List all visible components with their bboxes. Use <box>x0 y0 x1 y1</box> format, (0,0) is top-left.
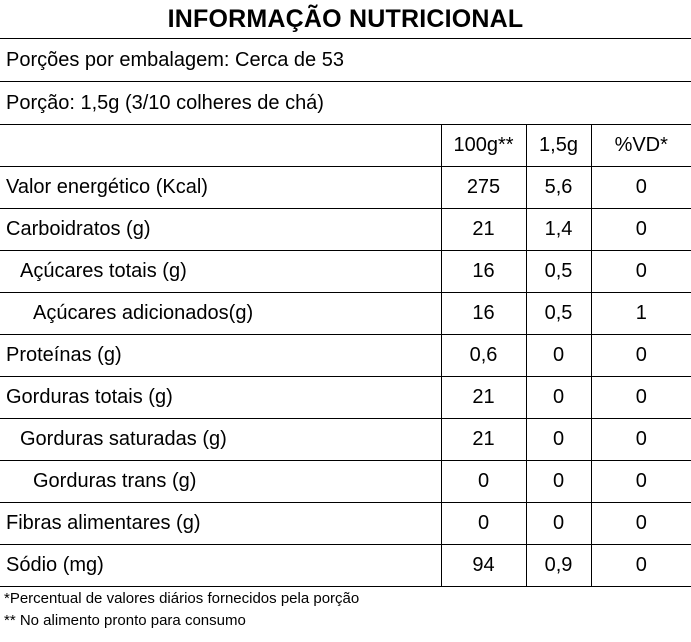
value-daily-percent: 0 <box>590 502 691 545</box>
value-daily-percent: 0 <box>590 334 691 377</box>
value-per-100g: 275 <box>440 166 526 209</box>
nutrient-label: Gorduras trans (g) <box>0 460 441 503</box>
table-row: Gorduras totais (g) 21 0 0 <box>0 376 691 419</box>
value-per-100g: 0,6 <box>440 334 526 377</box>
nutrient-label: Carboidratos (g) <box>0 208 441 251</box>
table-row: Fibras alimentares (g) 0 0 0 <box>0 502 691 545</box>
table-row: Carboidratos (g) 21 1,4 0 <box>0 208 691 251</box>
header-per-100g: 100g** <box>440 125 526 167</box>
value-per-serving: 1,4 <box>525 208 591 251</box>
value-daily-percent: 0 <box>590 250 691 293</box>
value-per-100g: 0 <box>440 502 526 545</box>
nutrient-label: Gorduras saturadas (g) <box>0 418 441 461</box>
value-per-100g: 16 <box>440 292 526 335</box>
value-per-serving: 0 <box>525 502 591 545</box>
value-daily-percent: 0 <box>590 208 691 251</box>
footnote-ready-to-eat: ** No alimento pronto para consumo <box>4 612 246 629</box>
table-row: Açúcares totais (g) 16 0,5 0 <box>0 250 691 293</box>
value-daily-percent: 0 <box>590 460 691 503</box>
footnote-daily-value: *Percentual de valores diários fornecido… <box>4 590 360 607</box>
table-row: Açúcares adicionados(g) 16 0,5 1 <box>0 292 691 335</box>
value-per-100g: 21 <box>440 376 526 419</box>
panel-title: INFORMAÇÃO NUTRICIONAL <box>0 0 691 39</box>
table-row: Gorduras trans (g) 0 0 0 <box>0 460 691 503</box>
value-per-serving: 0,5 <box>525 292 591 335</box>
value-per-serving: 0,9 <box>525 544 591 587</box>
value-per-serving: 0 <box>525 334 591 377</box>
value-per-100g: 21 <box>440 418 526 461</box>
value-daily-percent: 0 <box>590 418 691 461</box>
nutrient-label: Fibras alimentares (g) <box>0 502 441 545</box>
table-row: Valor energético (Kcal) 275 5,6 0 <box>0 166 691 209</box>
value-daily-percent: 0 <box>590 376 691 419</box>
nutrient-label: Proteínas (g) <box>0 334 441 377</box>
value-per-serving: 5,6 <box>525 166 591 209</box>
nutrient-label: Gorduras totais (g) <box>0 376 441 419</box>
table-row: Sódio (mg) 94 0,9 0 <box>0 544 691 587</box>
value-per-serving: 0,5 <box>525 250 591 293</box>
table-header-row: 100g** 1,5g %VD* <box>0 125 691 167</box>
value-daily-percent: 1 <box>590 292 691 335</box>
value-per-100g: 94 <box>440 544 526 587</box>
nutrient-label: Açúcares adicionados(g) <box>0 292 441 335</box>
serving-size: Porção: 1,5g (3/10 colheres de chá) <box>0 82 691 125</box>
header-per-serving: 1,5g <box>525 125 591 167</box>
value-per-100g: 16 <box>440 250 526 293</box>
nutrition-table: 100g** 1,5g %VD* Valor energético (Kcal)… <box>0 125 691 587</box>
nutrient-label: Valor energético (Kcal) <box>0 166 441 209</box>
value-daily-percent: 0 <box>590 166 691 209</box>
table-row: Proteínas (g) 0,6 0 0 <box>0 334 691 377</box>
value-daily-percent: 0 <box>590 544 691 587</box>
nutrient-label: Sódio (mg) <box>0 544 441 587</box>
footnotes: *Percentual de valores diários fornecido… <box>0 587 691 632</box>
servings-per-package: Porções por embalagem: Cerca de 53 <box>0 39 691 82</box>
nutrient-label: Açúcares totais (g) <box>0 250 441 293</box>
table-row: Gorduras saturadas (g) 21 0 0 <box>0 418 691 461</box>
value-per-serving: 0 <box>525 460 591 503</box>
value-per-serving: 0 <box>525 418 591 461</box>
header-daily-value: %VD* <box>590 125 691 167</box>
header-empty-cell <box>0 125 441 167</box>
value-per-100g: 0 <box>440 460 526 503</box>
value-per-100g: 21 <box>440 208 526 251</box>
value-per-serving: 0 <box>525 376 591 419</box>
